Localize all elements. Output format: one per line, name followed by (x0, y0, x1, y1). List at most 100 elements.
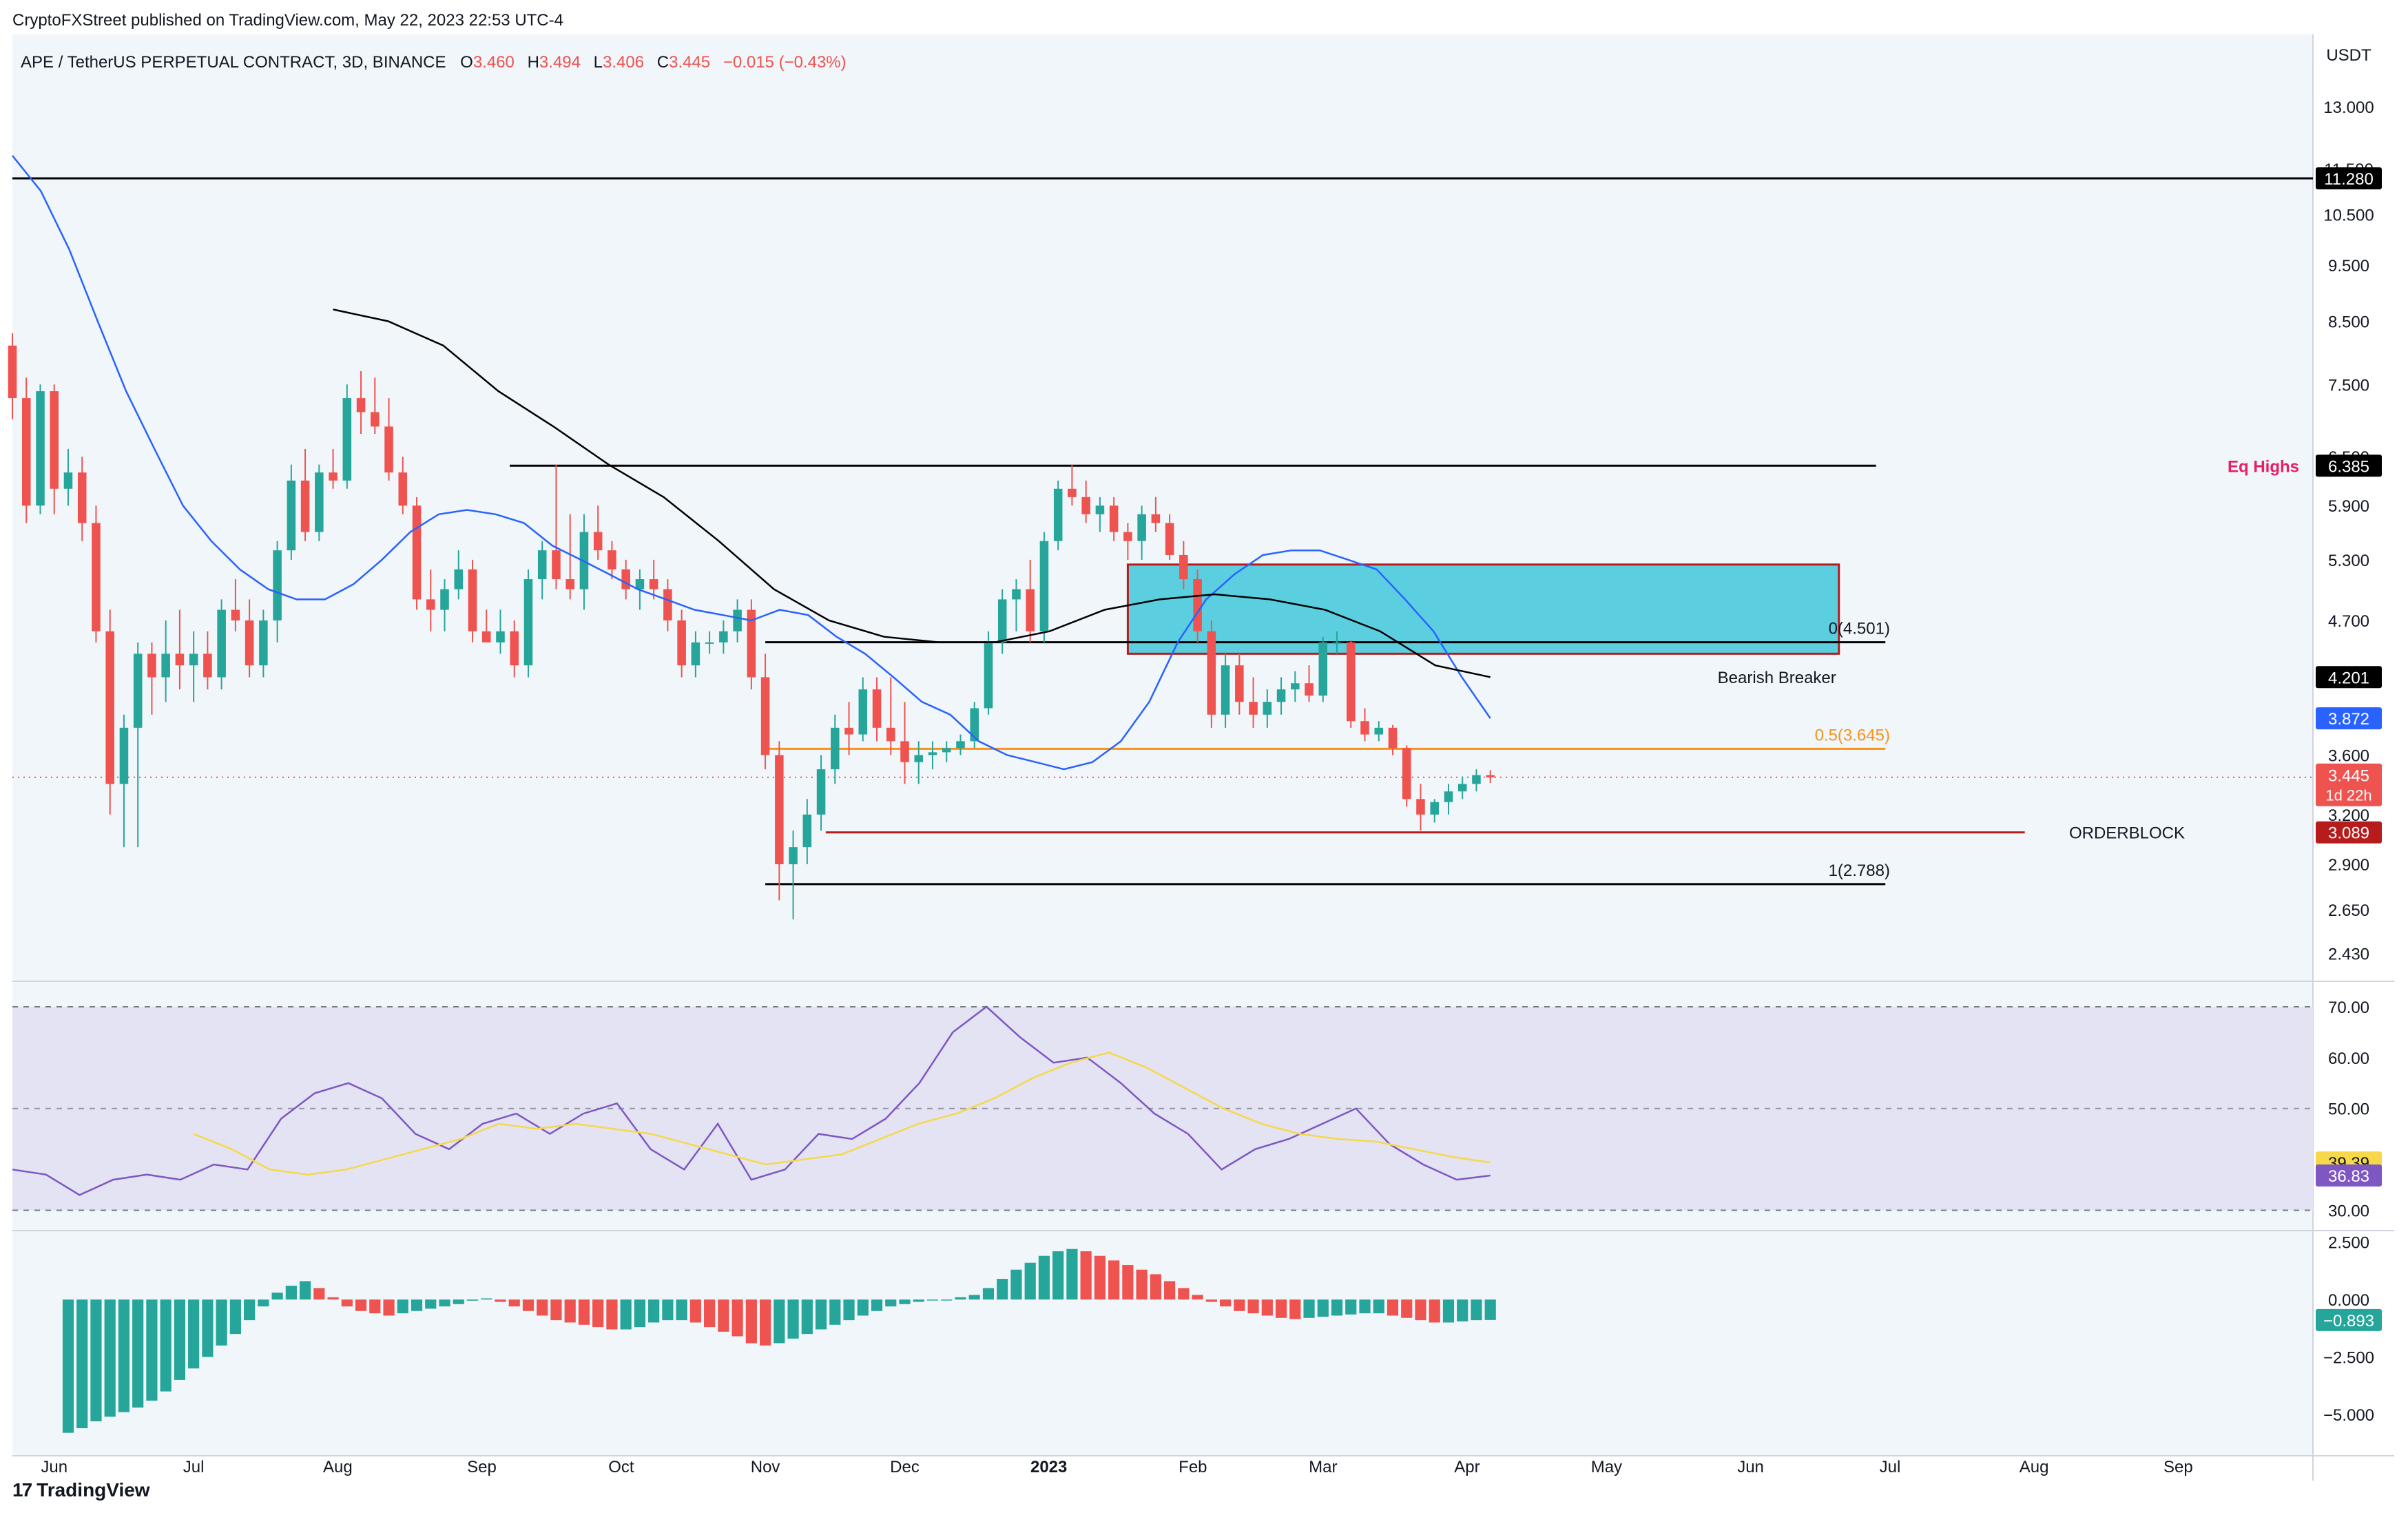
time-label: May (1591, 1458, 1622, 1476)
macd-bar (425, 1299, 437, 1309)
candle (997, 589, 1007, 654)
candle-body (468, 569, 477, 631)
macd-bar (160, 1299, 172, 1392)
candle (844, 702, 853, 755)
candle-body (942, 748, 951, 753)
macd-bar (383, 1299, 395, 1316)
macd-bar (495, 1299, 506, 1302)
macd-value-badge (2316, 1308, 2382, 1331)
macd-bar (174, 1299, 186, 1380)
macd-bar (1387, 1299, 1399, 1316)
candle (593, 505, 603, 560)
macd-bar (355, 1299, 367, 1311)
candle-body (886, 727, 895, 742)
ema-slow-line (333, 309, 1491, 678)
macd-layer (62, 1248, 1496, 1433)
candle-body (1416, 799, 1425, 815)
macd-bar (1261, 1299, 1273, 1316)
candle-body (203, 654, 212, 678)
macd-bar (955, 1297, 966, 1300)
candle (1472, 769, 1481, 792)
candle-body (1486, 775, 1495, 777)
macd-bar (857, 1299, 869, 1316)
macd-bar (453, 1299, 464, 1304)
candle (440, 579, 449, 631)
candle-body (747, 609, 756, 678)
candle (1012, 579, 1021, 631)
macd-bar (564, 1299, 576, 1323)
rsi-tick-label: 70.00 (2328, 999, 2369, 1017)
macd-bar (578, 1299, 590, 1325)
ema-slow-value-badge (2316, 666, 2382, 689)
candle-body (92, 523, 101, 631)
price-tick-label: 2.430 (2328, 945, 2369, 964)
macd-bar (202, 1299, 214, 1357)
candle (454, 550, 464, 600)
candle (984, 631, 993, 715)
candle-body (1332, 642, 1342, 644)
candle-body (970, 708, 979, 742)
macd-tick-label: 0.000 (2328, 1291, 2369, 1310)
candle (468, 559, 477, 642)
candle-body (1109, 505, 1119, 532)
legend-change: −0.015 (−0.43%) (723, 53, 847, 72)
candle-body (342, 398, 352, 481)
candle (1151, 497, 1161, 532)
macd-bar (299, 1281, 311, 1300)
macd-tick-label: −2.500 (2323, 1349, 2374, 1368)
macd-bar (439, 1299, 450, 1307)
candle-body (384, 426, 393, 473)
time-label: Jun (41, 1458, 68, 1476)
candle-body (900, 741, 909, 762)
candle (565, 514, 574, 600)
candle (426, 569, 435, 631)
candle-body (537, 550, 547, 580)
legend-symbol: APE / TetherUS PERPETUAL CONTRACT, 3D, B… (21, 53, 446, 72)
macd-bar (132, 1299, 144, 1408)
price-tick-label: 8.500 (2328, 313, 2369, 331)
macd-bar (76, 1299, 88, 1428)
chart[interactable]: APE / TetherUS PERPETUAL CONTRACT, 3D, B… (0, 34, 2408, 1481)
candle-body (1346, 642, 1356, 722)
candle-body (1165, 523, 1174, 555)
axis-layer: 13.000 10.500 9.500 8.500 7.500 5.900 5.300 4.7… (41, 98, 2382, 1476)
macd-bar (662, 1299, 674, 1321)
macd-bar (1359, 1299, 1371, 1314)
candle (858, 677, 868, 742)
candle-body (510, 631, 519, 666)
price-tick-label: 5.900 (2328, 497, 2369, 516)
candle (747, 599, 756, 690)
macd-bar (341, 1299, 353, 1307)
candle-body (217, 609, 226, 678)
candle-body (426, 599, 435, 610)
candle-body (454, 569, 464, 589)
candle-body (997, 599, 1007, 642)
candle-body (1123, 532, 1132, 541)
macd-bar (689, 1299, 701, 1323)
candle (371, 377, 380, 435)
tradingview-logo[interactable]: 17 TradingView (12, 1479, 150, 1501)
macd-bar (968, 1295, 980, 1300)
candle (1137, 505, 1146, 560)
candle-body (677, 620, 686, 666)
candle-body (663, 589, 672, 620)
macd-bar (913, 1299, 924, 1302)
candle-body (245, 620, 254, 666)
candle (1263, 689, 1272, 728)
candle-body (523, 579, 533, 666)
candle (1276, 677, 1286, 715)
macd-bar (885, 1299, 897, 1307)
ema-layer (12, 155, 1491, 771)
candle (1026, 559, 1035, 642)
candle-body (816, 769, 826, 815)
candle-body (1039, 541, 1049, 631)
candle-body (1249, 702, 1258, 715)
macd-bar (1219, 1299, 1232, 1307)
candle-body (329, 472, 338, 481)
ema-slow-value-badge-label: 4.201 (2328, 669, 2369, 687)
macd-bar (411, 1299, 423, 1311)
rsi-ma-line (193, 1052, 1491, 1176)
macd-bar (90, 1299, 102, 1421)
candle (1486, 770, 1495, 784)
candle (1095, 497, 1105, 532)
